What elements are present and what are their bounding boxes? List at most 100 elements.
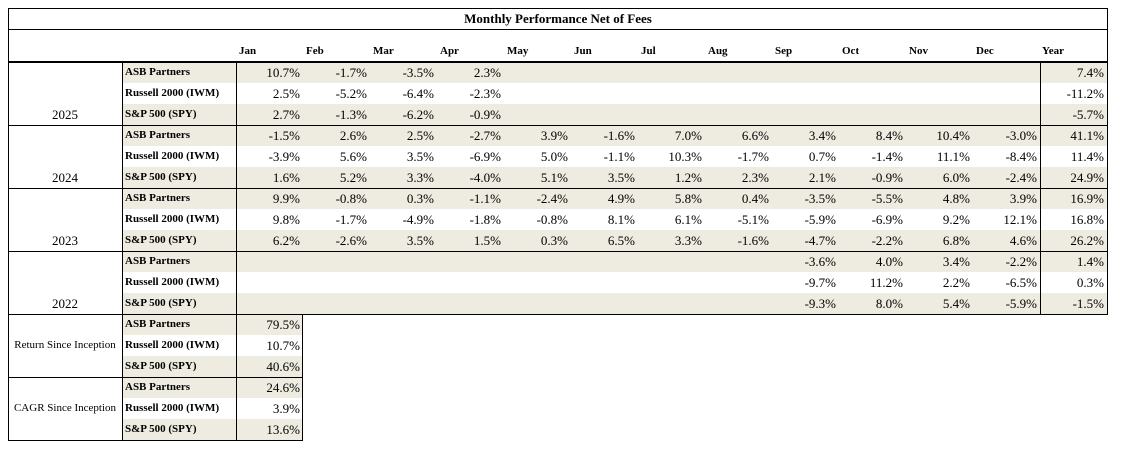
value-cell: -4.0% bbox=[469, 170, 501, 185]
value-cell: -1.1% bbox=[603, 149, 635, 164]
value-cell: 10.4% bbox=[936, 128, 970, 143]
column-rule bbox=[1040, 251, 1041, 314]
value-cell: 10.7% bbox=[266, 65, 300, 80]
value-cell: -3.6% bbox=[804, 254, 836, 269]
row-shade bbox=[122, 62, 1107, 83]
value-cell: 6.5% bbox=[607, 233, 635, 248]
value-cell: 11.2% bbox=[869, 275, 903, 290]
value-cell: 24.6% bbox=[266, 380, 300, 395]
value-cell: -6.4% bbox=[402, 86, 434, 101]
value-cell: -0.9% bbox=[871, 170, 903, 185]
value-cell: 6.6% bbox=[741, 128, 769, 143]
column-rule bbox=[1040, 125, 1041, 188]
value-cell: 3.3% bbox=[674, 233, 702, 248]
value-cell: 8.0% bbox=[875, 296, 903, 311]
value-cell: 16.9% bbox=[1070, 191, 1104, 206]
value-cell: -1.7% bbox=[737, 149, 769, 164]
column-rule bbox=[236, 377, 237, 440]
value-cell: 11.4% bbox=[1070, 149, 1104, 164]
series-name: S&P 500 (SPY) bbox=[125, 297, 197, 309]
column-header: May bbox=[507, 45, 529, 57]
value-cell: 10.7% bbox=[266, 338, 300, 353]
value-cell: 9.2% bbox=[942, 212, 970, 227]
column-rule bbox=[122, 62, 123, 125]
column-header: Jan bbox=[239, 45, 257, 57]
value-cell: -6.2% bbox=[402, 107, 434, 122]
value-cell: -1.7% bbox=[335, 212, 367, 227]
value-cell: 2.1% bbox=[808, 170, 836, 185]
value-cell: 2.5% bbox=[406, 128, 434, 143]
series-name: ASB Partners bbox=[125, 129, 191, 141]
column-rule bbox=[236, 188, 237, 251]
summary-label: CAGR Since Inception bbox=[13, 402, 117, 414]
column-header: Aug bbox=[708, 45, 728, 57]
value-cell: 4.6% bbox=[1009, 233, 1037, 248]
value-cell: -1.7% bbox=[335, 65, 367, 80]
series-name: ASB Partners bbox=[125, 381, 191, 393]
value-cell: -1.1% bbox=[469, 191, 501, 206]
value-cell: -2.7% bbox=[469, 128, 501, 143]
column-rule bbox=[122, 251, 123, 314]
value-cell: -3.5% bbox=[402, 65, 434, 80]
value-cell: -2.4% bbox=[1005, 170, 1037, 185]
value-cell: 6.0% bbox=[942, 170, 970, 185]
value-cell: 0.3% bbox=[540, 233, 568, 248]
value-cell: 4.9% bbox=[607, 191, 635, 206]
value-cell: -3.5% bbox=[804, 191, 836, 206]
group-label: 2023 bbox=[52, 233, 78, 248]
row-shade bbox=[122, 293, 1107, 314]
value-cell: 8.4% bbox=[875, 128, 903, 143]
group-label: 2025 bbox=[52, 107, 78, 122]
value-cell: -0.8% bbox=[536, 212, 568, 227]
column-rule bbox=[122, 188, 123, 251]
value-cell: 3.5% bbox=[406, 149, 434, 164]
value-cell: 9.9% bbox=[272, 191, 300, 206]
series-name: Russell 2000 (IWM) bbox=[125, 339, 220, 351]
value-cell: 10.3% bbox=[668, 149, 702, 164]
value-cell: 0.4% bbox=[741, 191, 769, 206]
row-shade bbox=[122, 104, 1107, 125]
series-name: S&P 500 (SPY) bbox=[125, 171, 197, 183]
value-cell: 7.0% bbox=[674, 128, 702, 143]
value-cell: -6.9% bbox=[871, 212, 903, 227]
value-cell: -2.6% bbox=[335, 233, 367, 248]
value-cell: -8.4% bbox=[1005, 149, 1037, 164]
value-cell: -1.3% bbox=[335, 107, 367, 122]
value-cell: 2.2% bbox=[942, 275, 970, 290]
value-cell: 16.8% bbox=[1070, 212, 1104, 227]
value-cell: 1.2% bbox=[674, 170, 702, 185]
value-cell: 2.5% bbox=[272, 86, 300, 101]
value-cell: -1.4% bbox=[871, 149, 903, 164]
value-cell: 9.8% bbox=[272, 212, 300, 227]
column-header: Jun bbox=[574, 45, 592, 57]
value-cell: 1.4% bbox=[1076, 254, 1104, 269]
value-cell: 4.0% bbox=[875, 254, 903, 269]
series-name: ASB Partners bbox=[125, 255, 191, 267]
row-shade bbox=[122, 125, 1107, 146]
series-name: ASB Partners bbox=[125, 66, 191, 78]
value-cell: 5.4% bbox=[942, 296, 970, 311]
value-cell: 6.8% bbox=[942, 233, 970, 248]
column-header: Nov bbox=[909, 45, 928, 57]
value-cell: 6.2% bbox=[272, 233, 300, 248]
series-name: S&P 500 (SPY) bbox=[125, 108, 197, 120]
value-cell: -2.4% bbox=[536, 191, 568, 206]
row-shade bbox=[122, 377, 302, 398]
column-header: Year bbox=[1042, 45, 1064, 57]
column-rule bbox=[1040, 188, 1041, 251]
value-cell: -1.5% bbox=[268, 128, 300, 143]
value-cell: 3.3% bbox=[406, 170, 434, 185]
row-shade bbox=[122, 230, 1107, 251]
value-cell: 2.3% bbox=[741, 170, 769, 185]
value-cell: -11.2% bbox=[1066, 86, 1104, 101]
value-cell: 79.5% bbox=[266, 317, 300, 332]
series-name: Russell 2000 (IWM) bbox=[125, 150, 220, 162]
row-shade bbox=[122, 314, 302, 335]
column-header: Sep bbox=[775, 45, 793, 57]
value-cell: -1.6% bbox=[603, 128, 635, 143]
value-cell: 3.4% bbox=[808, 128, 836, 143]
column-rule bbox=[122, 314, 123, 377]
column-header: Dec bbox=[976, 45, 994, 57]
value-cell: -3.9% bbox=[268, 149, 300, 164]
group-label: 2024 bbox=[52, 170, 78, 185]
